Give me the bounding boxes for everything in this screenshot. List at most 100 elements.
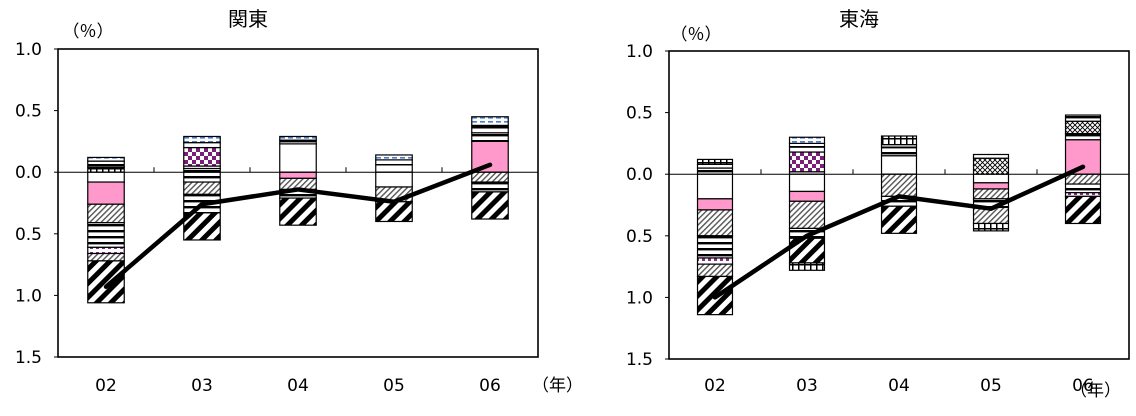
bar-segment — [696, 173, 734, 200]
bar-segment — [972, 222, 1010, 232]
y-tick-labels: 1.0 0.5 0.0 0.5 1.0 1.5 — [15, 40, 42, 368]
bar-segment — [279, 143, 317, 173]
bar-segment — [1064, 183, 1102, 194]
total-line — [712, 164, 1086, 300]
bar-segment — [183, 181, 221, 195]
bar-segment — [183, 146, 221, 167]
bar-segment — [972, 173, 1010, 184]
x-tick-label: 04 — [888, 376, 910, 396]
bar-segment — [87, 160, 125, 168]
bar-segment — [183, 135, 221, 144]
y-tick-label: 1.0 — [15, 286, 42, 306]
chart-title: 東海 — [839, 7, 879, 31]
bar-stack-02 — [696, 158, 734, 316]
bar-segment — [1064, 195, 1102, 225]
bar-stack-05 — [972, 153, 1010, 232]
bar-segment — [87, 222, 125, 248]
bar-segment — [1064, 132, 1102, 141]
bar-segment — [972, 182, 1010, 190]
y-unit-label: （％） — [671, 25, 722, 45]
y-tick-label: 1.5 — [15, 348, 42, 368]
bar-segment — [788, 173, 826, 193]
x-tick-labels: 02 03 04 05 06 — [704, 376, 1094, 396]
bar-segment — [880, 146, 918, 157]
bar-segment — [788, 151, 826, 173]
bar-segment — [471, 132, 509, 143]
y-tick-label: 1.0 — [626, 288, 653, 308]
chart-title: 関東 — [228, 7, 268, 31]
y-tick-label: 1.5 — [626, 350, 653, 370]
bar-segment — [87, 166, 125, 173]
x-tick-labels: 02 03 04 05 06 — [95, 376, 501, 396]
bar-segment — [788, 190, 826, 202]
plot-area — [665, 50, 1130, 360]
bar-segment — [696, 235, 734, 259]
bar-stack-03 — [788, 136, 826, 271]
bar-stack-02 — [87, 156, 125, 304]
y-tick-label: 0.5 — [626, 227, 653, 247]
chart-kanto: 関東 （％） 1.0 0.5 0.0 0.5 1.0 1.5 02 03 04 … — [15, 7, 583, 396]
x-tick-label: 06 — [1072, 376, 1094, 396]
bar-segment — [696, 209, 734, 237]
bar-segment — [183, 142, 221, 149]
bar-stack-04 — [880, 135, 918, 234]
x-unit-label: （年） — [1070, 381, 1121, 401]
bar-segment — [375, 154, 413, 161]
bar-stack-04 — [279, 135, 317, 226]
y-unit-label: （％） — [63, 22, 114, 42]
x-tick-label: 05 — [980, 376, 1002, 396]
bar-segment — [87, 260, 125, 304]
x-tick-label: 03 — [796, 376, 818, 396]
total-line — [103, 162, 493, 290]
x-tick-label: 04 — [287, 376, 309, 396]
x-tick-label: 03 — [191, 376, 213, 396]
bar-segment — [87, 181, 125, 205]
bar-segment — [972, 188, 1010, 200]
bar-segment — [1064, 173, 1102, 185]
bar-segment — [1064, 120, 1102, 135]
bar-segment — [87, 203, 125, 224]
bar-stack-05 — [375, 154, 413, 223]
plot-area — [54, 48, 539, 358]
bar-segment — [972, 157, 1010, 175]
y-tick-label: 0.5 — [626, 104, 653, 124]
bar-segment — [880, 173, 918, 197]
bar-segment — [87, 156, 125, 162]
y-tick-label: 0.0 — [15, 163, 42, 183]
bar-segment — [788, 200, 826, 230]
bar-segment — [880, 205, 918, 234]
x-unit-label: （年） — [532, 376, 583, 396]
bar-segment — [471, 127, 509, 134]
bar-segment — [87, 252, 125, 262]
x-tick-label: 06 — [479, 376, 501, 396]
bar-segment — [696, 158, 734, 165]
bar-segment — [788, 262, 826, 271]
bar-stack-06 — [1064, 114, 1102, 225]
bar-segment — [1064, 114, 1102, 122]
bar-segment — [696, 263, 734, 278]
y-tick-label: 0.0 — [626, 165, 653, 185]
bar-segment — [471, 171, 509, 183]
bar-segment — [279, 171, 317, 179]
bar-segment — [279, 197, 317, 226]
bar-segment — [183, 171, 221, 183]
y-tick-label: 1.0 — [15, 40, 42, 60]
bar-segment — [375, 159, 413, 166]
x-tick-label: 02 — [704, 376, 726, 396]
y-tick-label: 1.0 — [626, 42, 653, 62]
bar-segment — [696, 167, 734, 175]
bar-segment — [375, 201, 413, 223]
bar-segment — [696, 198, 734, 211]
bar-segment — [788, 136, 826, 145]
y-tick-labels: 1.0 0.5 0.0 0.5 1.0 1.5 — [626, 42, 653, 370]
bar-segment — [375, 164, 413, 173]
bar-stack-06 — [471, 116, 509, 220]
bar-segment — [471, 181, 509, 193]
bar-segment — [375, 171, 413, 188]
bar-segment — [471, 116, 509, 126]
bar-segment — [87, 246, 125, 255]
x-tick-label: 05 — [383, 376, 405, 396]
y-tick-label: 0.5 — [15, 102, 42, 122]
bar-segment — [696, 275, 734, 316]
